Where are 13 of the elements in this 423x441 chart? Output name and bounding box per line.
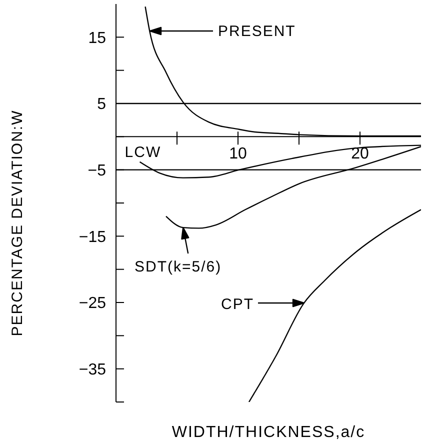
- x-tick-label: 10: [229, 145, 247, 162]
- y-tick-label: 5: [97, 96, 106, 114]
- x-axis-title: WIDTH/THICKNESS,a/c: [172, 424, 366, 441]
- y-tick-label: 15: [88, 30, 106, 47]
- annotation: CPT: [221, 296, 254, 313]
- y-tick-label: −25: [78, 295, 106, 312]
- annotation: PRESENT: [218, 23, 296, 40]
- annotation: SDT(k=5/6): [134, 258, 222, 276]
- y-tick-label: −15: [78, 228, 106, 246]
- y-tick-label: −5: [88, 162, 106, 180]
- y-tick-label: −35: [78, 361, 106, 378]
- y-axis-title: PERCENTAGE DEVIATION:W: [9, 110, 26, 336]
- annotation: LCW: [124, 144, 162, 161]
